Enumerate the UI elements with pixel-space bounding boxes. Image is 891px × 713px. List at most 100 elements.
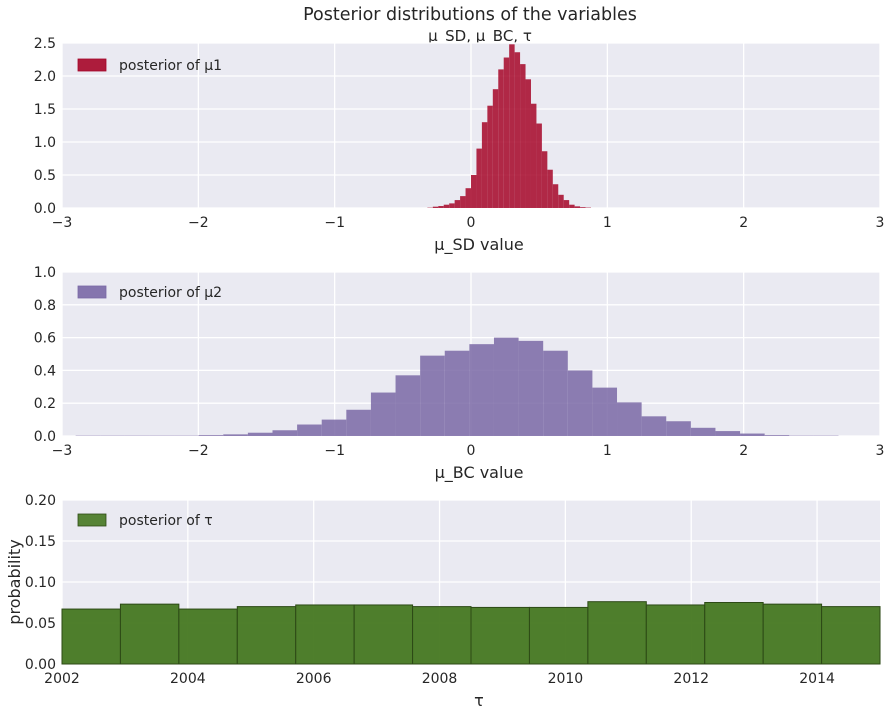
legend-label: posterior of μ2 [119, 285, 222, 301]
x-tick-label: 3 [876, 215, 885, 231]
histogram-bar [580, 207, 586, 208]
histogram-bar [528, 606, 589, 665]
x-tick-label: 2002 [44, 671, 80, 687]
x-tick-label: −3 [52, 215, 73, 231]
histogram-bar [764, 435, 790, 436]
histogram-bar [223, 434, 248, 436]
y-tick-label: 0.0 [34, 429, 56, 445]
x-axis-label: μ_BC value [435, 463, 524, 483]
histogram-bars [61, 601, 881, 665]
histogram-bar [353, 604, 414, 665]
y-tick-label: 0.4 [34, 363, 56, 379]
x-axis-label: τ [474, 691, 484, 710]
x-tick-label: −1 [324, 215, 345, 231]
x-tick-label: 2004 [170, 671, 206, 687]
histogram-bars [75, 337, 839, 436]
x-tick-label: 3 [876, 443, 885, 459]
y-tick-label: 0.00 [25, 657, 56, 673]
histogram-bar [61, 608, 121, 665]
x-tick-label: 2006 [296, 671, 332, 687]
y-tick-label: 0.0 [34, 201, 56, 217]
x-tick-label: 2014 [799, 671, 835, 687]
histogram-bar [370, 392, 396, 436]
histogram-bar [346, 409, 371, 436]
histogram-bar [438, 206, 444, 208]
histogram-bar [509, 44, 515, 208]
histogram-bar [518, 340, 544, 436]
histogram-bar [444, 350, 470, 436]
histogram-bar [470, 606, 530, 665]
y-tick-label: 2.5 [34, 36, 56, 52]
x-tick-label: 2 [739, 443, 748, 459]
histogram-bar [536, 123, 542, 208]
x-tick-label: 2010 [548, 671, 584, 687]
mu-bc-panel: posterior of μ2 −3 −2 −1 0 1 2 3 0.0 0.2 0.4 0.6 0.8… [34, 265, 885, 483]
y-tick-label: 1.0 [34, 265, 56, 281]
mu-sd-panel: posterior of μ1 −3 −2 −1 0 1 2 3 0.0 0.5 1.0 1.5 2.0… [34, 36, 885, 255]
histogram-bar [236, 606, 297, 665]
histogram-bar [520, 64, 526, 209]
histogram-bar [503, 57, 510, 208]
histogram-bar [715, 431, 741, 436]
legend: posterior of μ1 [77, 58, 222, 74]
histogram-bar [492, 89, 499, 208]
x-tick-label: 1 [603, 443, 612, 459]
histogram-bar [487, 105, 493, 208]
histogram-bar [547, 169, 553, 208]
histogram-bar [449, 203, 455, 208]
histogram-bar [247, 432, 273, 436]
y-tick-label: 0.20 [25, 493, 56, 509]
y-tick-label: 0.5 [34, 168, 56, 184]
legend-label: posterior of τ [119, 513, 213, 529]
histogram-bar [821, 606, 881, 665]
histogram-bar [569, 204, 575, 208]
histogram-bar [525, 79, 531, 208]
y-tick-label: 0.6 [34, 331, 56, 347]
x-tick-label: −2 [188, 443, 209, 459]
y-tick-label: 0.05 [25, 616, 56, 632]
histogram-bar [412, 606, 472, 665]
histogram-bar [297, 424, 322, 436]
histogram-bar [454, 200, 461, 208]
histogram-bar [552, 184, 559, 208]
x-tick-label: −3 [52, 443, 73, 459]
histogram-bar [574, 206, 581, 208]
histogram-bar [465, 188, 471, 208]
figure-subtitle: μ_SD, μ_BC, τ [428, 27, 532, 46]
histogram-bar [119, 603, 180, 665]
y-tick-label: 0.15 [25, 534, 56, 550]
x-tick-label: 2012 [673, 671, 709, 687]
histogram-bar [460, 196, 466, 208]
legend: posterior of μ2 [77, 285, 222, 301]
x-axis-label: μ_SD value [434, 235, 523, 255]
y-tick-label: 1.0 [34, 135, 56, 151]
y-axis-label: probability [5, 539, 24, 624]
histogram-bar [493, 337, 519, 436]
histogram-bars [427, 44, 591, 209]
legend-swatch [77, 513, 107, 527]
histogram-bar [432, 206, 439, 208]
histogram-bar [558, 194, 564, 208]
y-tick-label: 0.8 [34, 298, 56, 314]
histogram-bar [321, 419, 347, 436]
histogram-bar [592, 387, 618, 436]
histogram-bar [704, 602, 764, 665]
x-tick-label: 0 [467, 443, 476, 459]
histogram-bar [541, 151, 548, 208]
x-tick-label: −1 [324, 443, 345, 459]
histogram-bar [567, 370, 593, 436]
histogram-bar [530, 103, 537, 208]
x-tick-label: −2 [188, 215, 209, 231]
legend-swatch [77, 285, 107, 299]
y-tick-label: 0.2 [34, 396, 56, 412]
histogram-bar [420, 355, 445, 436]
x-tick-label: 0 [467, 215, 476, 231]
histogram-bar [498, 69, 504, 209]
histogram-bar [740, 433, 765, 436]
figure-title: Posterior distributions of the variables [303, 5, 637, 25]
histogram-bar [690, 427, 716, 436]
histogram-bar [514, 52, 521, 208]
y-tick-label: 1.5 [34, 102, 56, 118]
x-tick-label: 2 [739, 215, 748, 231]
